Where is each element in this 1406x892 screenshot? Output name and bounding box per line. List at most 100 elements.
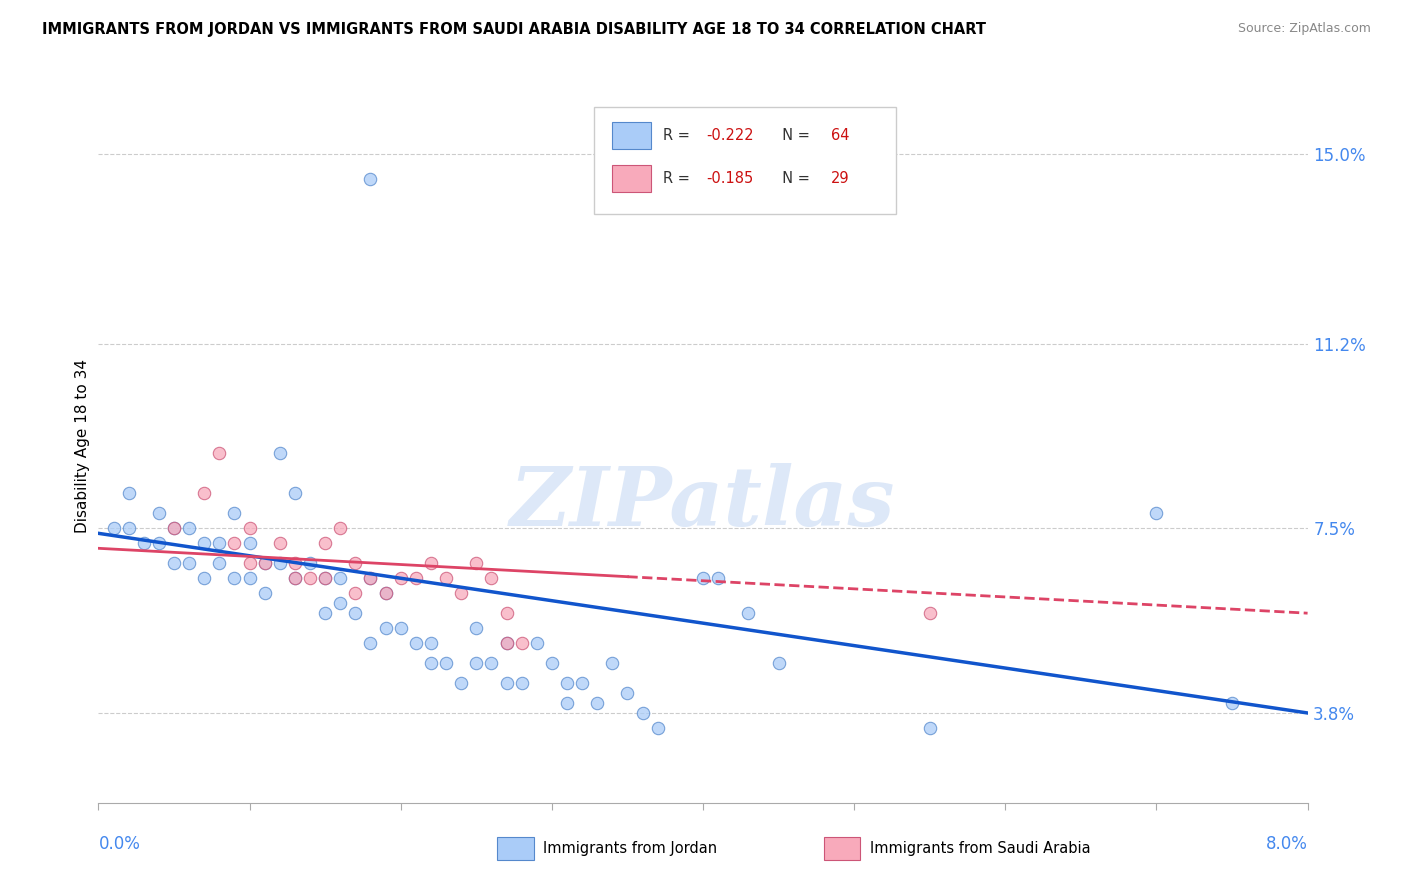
- Text: Immigrants from Jordan: Immigrants from Jordan: [543, 841, 717, 856]
- Point: [148, 507, 170, 521]
- Point: [692, 571, 714, 585]
- Point: [269, 446, 291, 460]
- Point: [344, 556, 367, 570]
- Point: [434, 656, 457, 670]
- Point: [918, 606, 941, 620]
- Point: [495, 676, 517, 690]
- Point: [360, 172, 382, 186]
- Point: [344, 586, 367, 600]
- Text: 64: 64: [831, 128, 849, 143]
- Point: [450, 586, 472, 600]
- Point: [465, 656, 488, 670]
- Point: [284, 486, 307, 500]
- Point: [103, 521, 125, 535]
- Point: [1220, 696, 1243, 710]
- Point: [329, 596, 352, 610]
- Point: [405, 636, 427, 650]
- Point: [420, 556, 443, 570]
- Point: [450, 676, 472, 690]
- Point: [374, 586, 396, 600]
- Text: IMMIGRANTS FROM JORDAN VS IMMIGRANTS FROM SAUDI ARABIA DISABILITY AGE 18 TO 34 C: IMMIGRANTS FROM JORDAN VS IMMIGRANTS FRO…: [42, 22, 986, 37]
- Point: [284, 571, 307, 585]
- Point: [193, 536, 215, 550]
- Point: [118, 521, 141, 535]
- Text: R =: R =: [664, 171, 695, 186]
- Point: [495, 636, 517, 650]
- Point: [631, 706, 654, 720]
- Point: [344, 606, 367, 620]
- Point: [163, 521, 186, 535]
- FancyBboxPatch shape: [595, 107, 897, 214]
- Point: [495, 606, 517, 620]
- Point: [405, 571, 427, 585]
- Point: [314, 606, 336, 620]
- Point: [481, 656, 503, 670]
- Point: [179, 556, 201, 570]
- Text: 29: 29: [831, 171, 849, 186]
- Y-axis label: Disability Age 18 to 34: Disability Age 18 to 34: [75, 359, 90, 533]
- Point: [420, 656, 443, 670]
- Point: [555, 676, 578, 690]
- Point: [224, 536, 246, 550]
- Point: [918, 721, 941, 735]
- Text: -0.222: -0.222: [707, 128, 754, 143]
- Point: [495, 636, 517, 650]
- Point: [253, 586, 276, 600]
- Point: [465, 621, 488, 635]
- Point: [148, 536, 170, 550]
- Text: ZIPatlas: ZIPatlas: [510, 463, 896, 543]
- Point: [208, 446, 231, 460]
- Point: [329, 521, 352, 535]
- Point: [224, 571, 246, 585]
- Point: [586, 696, 609, 710]
- FancyBboxPatch shape: [824, 837, 860, 860]
- Point: [602, 656, 624, 670]
- FancyBboxPatch shape: [613, 122, 651, 149]
- Point: [510, 636, 533, 650]
- Point: [269, 556, 291, 570]
- Point: [299, 556, 322, 570]
- Point: [465, 556, 488, 570]
- Point: [647, 721, 669, 735]
- Point: [224, 507, 246, 521]
- Point: [269, 536, 291, 550]
- Text: Source: ZipAtlas.com: Source: ZipAtlas.com: [1237, 22, 1371, 36]
- Point: [481, 571, 503, 585]
- Point: [193, 571, 215, 585]
- Point: [284, 571, 307, 585]
- Point: [239, 521, 262, 535]
- Point: [163, 521, 186, 535]
- Point: [374, 586, 396, 600]
- Text: 8.0%: 8.0%: [1265, 835, 1308, 853]
- Point: [389, 571, 412, 585]
- Text: N =: N =: [773, 171, 814, 186]
- Point: [299, 571, 322, 585]
- Text: 0.0%: 0.0%: [98, 835, 141, 853]
- Point: [118, 486, 141, 500]
- Point: [707, 571, 730, 585]
- Point: [616, 686, 638, 700]
- Point: [737, 606, 759, 620]
- Point: [239, 571, 262, 585]
- Point: [284, 556, 307, 570]
- Point: [510, 676, 533, 690]
- Point: [555, 696, 578, 710]
- FancyBboxPatch shape: [498, 837, 534, 860]
- Text: Immigrants from Saudi Arabia: Immigrants from Saudi Arabia: [870, 841, 1091, 856]
- Point: [389, 621, 412, 635]
- Point: [360, 636, 382, 650]
- Point: [179, 521, 201, 535]
- Point: [132, 536, 155, 550]
- Point: [541, 656, 564, 670]
- Point: [253, 556, 276, 570]
- Point: [208, 536, 231, 550]
- Point: [360, 571, 382, 585]
- Point: [193, 486, 215, 500]
- Point: [239, 556, 262, 570]
- Point: [571, 676, 593, 690]
- Point: [420, 636, 443, 650]
- FancyBboxPatch shape: [613, 165, 651, 192]
- Point: [314, 536, 336, 550]
- Point: [360, 571, 382, 585]
- Point: [314, 571, 336, 585]
